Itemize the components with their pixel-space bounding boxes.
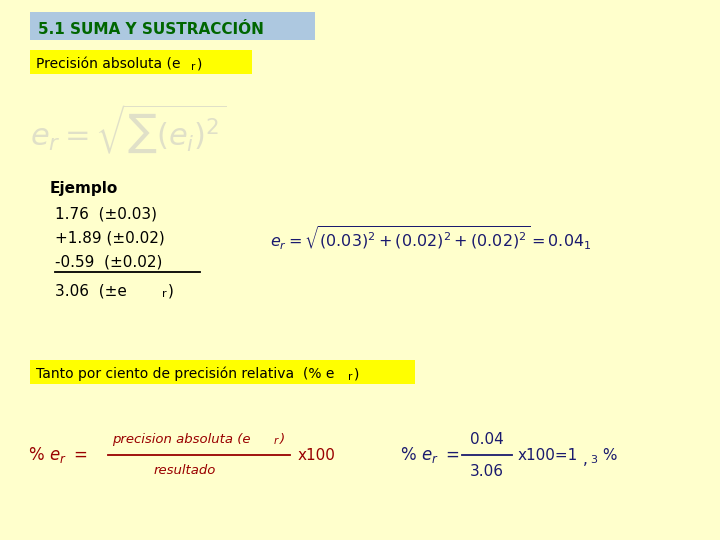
Text: precision absoluta (e: precision absoluta (e (112, 433, 251, 446)
Text: 5.1 SUMA Y SUSTRACCIÓN: 5.1 SUMA Y SUSTRACCIÓN (38, 22, 264, 37)
Text: 3.06  (±e: 3.06 (±e (55, 284, 127, 299)
Text: ): ) (280, 433, 285, 446)
Text: 3: 3 (590, 455, 597, 465)
Text: Tanto por ciento de precisión relativa  (% e: Tanto por ciento de precisión relativa (… (36, 367, 334, 381)
Text: ): ) (168, 284, 174, 299)
Text: r: r (274, 436, 278, 446)
Text: +1.89 (±0.02): +1.89 (±0.02) (55, 231, 165, 246)
Text: $e_r = \sqrt{\sum (e_i)^2}$: $e_r = \sqrt{\sum (e_i)^2}$ (30, 103, 226, 157)
Text: resultado: resultado (154, 464, 217, 477)
Text: ): ) (197, 57, 202, 71)
Text: r: r (348, 372, 352, 381)
Text: r: r (162, 289, 166, 299)
Text: 1.76  (±0.03): 1.76 (±0.03) (55, 206, 157, 221)
Text: Precisión absoluta (e: Precisión absoluta (e (36, 57, 181, 71)
Text: ): ) (354, 367, 359, 381)
Text: $e_r = \sqrt{(0.03)^2 + (0.02)^2 + (0.02)^2} = 0.04_1$: $e_r = \sqrt{(0.03)^2 + (0.02)^2 + (0.02… (270, 224, 592, 252)
Text: x100=1: x100=1 (518, 448, 578, 462)
FancyBboxPatch shape (30, 50, 252, 74)
FancyBboxPatch shape (30, 360, 415, 384)
Text: $\%\ e_r\ =$: $\%\ e_r\ =$ (400, 445, 459, 465)
Text: $\%\ e_r\ =$: $\%\ e_r\ =$ (28, 445, 87, 465)
Text: %: % (598, 448, 618, 462)
Text: ,: , (583, 453, 588, 468)
Text: 3.06: 3.06 (470, 463, 504, 478)
Text: Ejemplo: Ejemplo (50, 180, 118, 195)
FancyBboxPatch shape (30, 12, 315, 40)
Text: x100: x100 (298, 448, 336, 462)
Text: -0.59  (±0.02): -0.59 (±0.02) (55, 254, 163, 269)
Text: 0.04: 0.04 (470, 431, 504, 447)
Text: r: r (191, 62, 195, 71)
